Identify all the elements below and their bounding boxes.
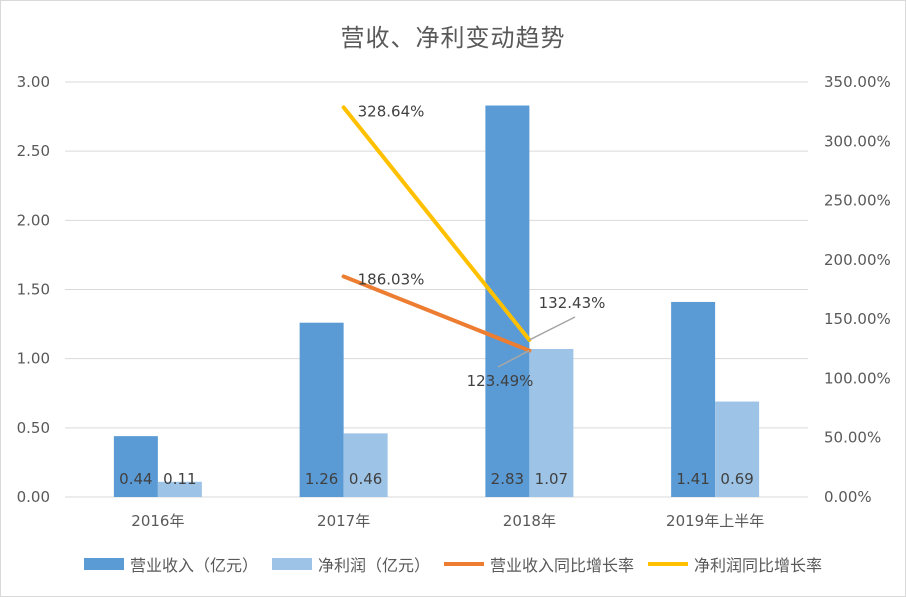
y-right-tick-label: 350.00% bbox=[824, 73, 891, 91]
y-left-tick-label: 0.00 bbox=[17, 488, 50, 506]
y-right-tick-label: 150.00% bbox=[824, 310, 891, 328]
legend-swatch-profit-growth bbox=[648, 562, 689, 566]
line-data-label: 132.43% bbox=[539, 294, 606, 312]
x-tick-label: 2019年上半年 bbox=[666, 512, 764, 530]
legend-swatch-revenue-growth bbox=[444, 562, 484, 566]
bar-data-label: 1.41 bbox=[676, 470, 709, 488]
y-right-tick-label: 50.00% bbox=[824, 429, 881, 447]
y-left-tick-label: 2.50 bbox=[17, 142, 50, 160]
legend-swatch-profit bbox=[271, 558, 312, 570]
legend-item-revenue: 营业收入（亿元） bbox=[83, 552, 258, 576]
bar-data-label: 2.83 bbox=[491, 470, 524, 488]
y-right-tick-label: 100.00% bbox=[824, 369, 891, 387]
line-profit-growth bbox=[341, 105, 532, 342]
line-data-label: 328.64% bbox=[358, 102, 425, 120]
x-tick-label: 2018年 bbox=[503, 512, 556, 530]
y-right-tick-label: 300.00% bbox=[824, 132, 891, 150]
legend-label-profit: 净利润（亿元） bbox=[317, 556, 430, 575]
bar-revenue bbox=[299, 322, 344, 497]
bar-profit bbox=[343, 433, 388, 497]
y-right-tick-label: 250.00% bbox=[824, 192, 891, 210]
chart-legend: 营业收入（亿元） 净利润（亿元） 营业收入同比增长率 净利润同比增长率 bbox=[0, 552, 906, 576]
leader-line bbox=[497, 349, 530, 368]
y-left-tick-label: 2.00 bbox=[17, 211, 50, 229]
bar-data-label: 0.46 bbox=[349, 470, 382, 488]
legend-label-revenue-growth: 营业收入同比增长率 bbox=[490, 556, 635, 575]
legend-label-profit-growth: 净利润同比增长率 bbox=[694, 556, 823, 575]
line-data-label: 186.03% bbox=[358, 270, 425, 288]
line-revenue-growth bbox=[341, 274, 532, 353]
legend-label-revenue: 营业收入（亿元） bbox=[129, 556, 258, 575]
y-right-tick-label: 200.00% bbox=[824, 251, 891, 269]
bar-data-label: 1.07 bbox=[535, 470, 568, 488]
y-left-tick-label: 1.50 bbox=[17, 281, 50, 299]
legend-swatch-revenue bbox=[83, 558, 124, 570]
legend-item-revenue-growth: 营业收入同比增长率 bbox=[444, 552, 634, 576]
bar-data-label: 0.11 bbox=[163, 470, 196, 488]
line-data-label: 123.49% bbox=[467, 372, 534, 390]
chart-title: 营收、净利变动趋势 bbox=[340, 24, 566, 52]
y-left-tick-label: 0.50 bbox=[17, 419, 50, 437]
legend-item-profit: 净利润（亿元） bbox=[271, 552, 430, 576]
bar-revenue bbox=[485, 105, 530, 498]
y-left-tick-label: 1.00 bbox=[17, 350, 50, 368]
leader-line bbox=[529, 316, 576, 341]
bar-profit bbox=[157, 481, 202, 497]
bar-data-label: 0.44 bbox=[119, 470, 152, 488]
y-left-tick-label: 3.00 bbox=[17, 73, 50, 91]
bar-data-label: 1.26 bbox=[305, 470, 338, 488]
x-tick-label: 2017年 bbox=[317, 512, 370, 530]
y-right-tick-label: 0.00% bbox=[824, 488, 872, 506]
bar-revenue bbox=[671, 301, 716, 497]
bar-profit bbox=[529, 348, 574, 497]
bar-data-label: 0.69 bbox=[720, 470, 753, 488]
bar-revenue bbox=[113, 436, 158, 497]
bar-profit bbox=[715, 401, 760, 497]
x-tick-label: 2016年 bbox=[131, 512, 184, 530]
legend-item-profit-growth: 净利润同比增长率 bbox=[648, 552, 822, 576]
